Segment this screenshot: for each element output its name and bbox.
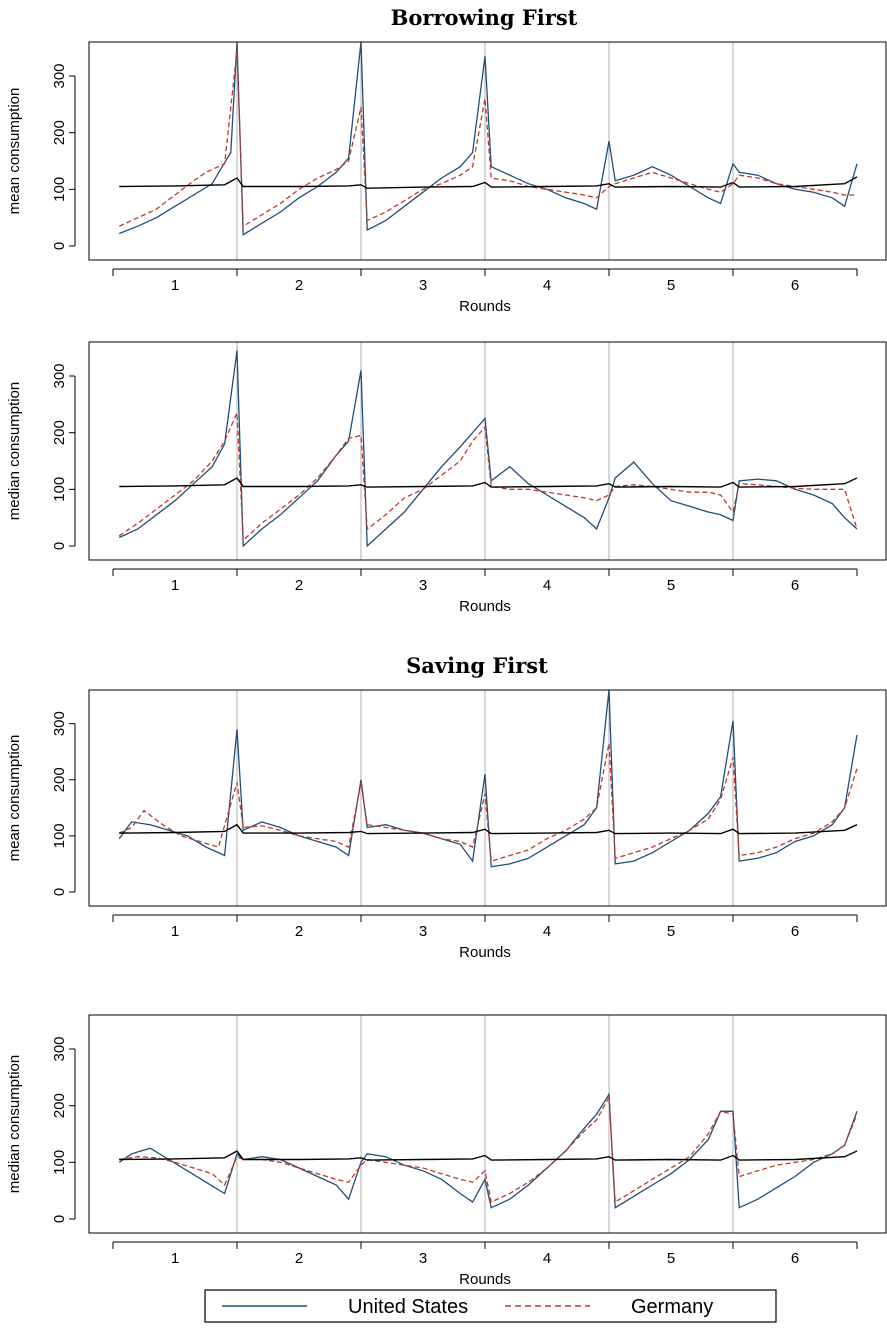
x-axis-label: Rounds — [459, 944, 511, 961]
y-tick-label: 200 — [51, 420, 68, 445]
panel-borrowing-median: 0 100 200 300 median consumption 1 2 3 4 5 6 Rounds — [6, 341, 887, 615]
y-tick-label: 0 — [51, 888, 68, 896]
plot-frame — [88, 689, 887, 907]
y-axis-label: median consumption — [6, 1055, 23, 1193]
y-tick-label: 300 — [51, 711, 68, 736]
y-tick-label: 100 — [51, 477, 68, 502]
series-line-united-states — [118, 350, 858, 548]
x-tick-label: 6 — [791, 923, 799, 940]
section-title-saving-first: Saving First — [406, 653, 548, 678]
x-tick-label: 2 — [295, 1250, 303, 1267]
x-axis-label: Rounds — [459, 598, 511, 615]
x-tick-label: 2 — [295, 923, 303, 940]
x-tick-label: 5 — [667, 923, 675, 940]
x-tick-label: 3 — [419, 923, 427, 940]
legend-label-germany: Germany — [631, 1296, 713, 1318]
x-tick-label: 1 — [171, 277, 179, 294]
x-tick-label: 4 — [543, 577, 551, 594]
y-tick-label: 0 — [51, 542, 68, 550]
y-tick-label: 200 — [51, 1093, 68, 1118]
x-tick-label: 4 — [543, 1250, 551, 1267]
y-tick-label: 100 — [51, 177, 68, 202]
y-tick-label: 0 — [51, 242, 68, 250]
x-axis-label: Rounds — [459, 1271, 511, 1288]
y-tick-label: 0 — [51, 1215, 68, 1223]
x-tick-label: 6 — [791, 1250, 799, 1267]
x-tick-label: 2 — [295, 277, 303, 294]
section-title-borrowing-first: Borrowing First — [391, 5, 578, 30]
y-tick-label: 100 — [51, 823, 68, 848]
series-line-united-states — [118, 1092, 858, 1209]
plot-frame — [88, 341, 887, 561]
x-tick-label: 5 — [667, 577, 675, 594]
x-tick-label: 4 — [543, 923, 551, 940]
series-line-united-states — [118, 690, 858, 868]
series-line-benchmark — [119, 477, 858, 488]
x-tick-label: 1 — [171, 577, 179, 594]
panel-saving-median: 0 100 200 300 median consumption 1 2 3 4 5 6 Rounds — [6, 1014, 887, 1288]
x-tick-label: 5 — [667, 277, 675, 294]
series-line-germany — [119, 1094, 858, 1204]
x-tick-label: 3 — [419, 577, 427, 594]
x-tick-label: 4 — [543, 277, 551, 294]
y-tick-label: 200 — [51, 767, 68, 792]
panel-saving-mean: 0 100 200 300 mean consumption 1 2 3 4 5 6 Rounds — [6, 689, 887, 961]
x-axis-label: Rounds — [459, 298, 511, 315]
legend: United States Germany — [204, 1289, 777, 1323]
y-tick-label: 100 — [51, 1150, 68, 1175]
x-tick-label: 3 — [419, 277, 427, 294]
x-tick-label: 1 — [171, 1250, 179, 1267]
x-tick-label: 6 — [791, 277, 799, 294]
series-line-benchmark — [119, 176, 858, 189]
y-axis-label: mean consumption — [6, 88, 23, 215]
x-tick-label: 6 — [791, 577, 799, 594]
y-tick-label: 300 — [51, 363, 68, 388]
x-tick-label: 1 — [171, 923, 179, 940]
x-tick-label: 2 — [295, 577, 303, 594]
series-line-benchmark — [119, 1150, 858, 1161]
plot-frame — [88, 41, 887, 261]
series-line-germany — [118, 50, 857, 228]
plot-frame — [88, 1014, 887, 1234]
series-line-germany — [118, 743, 858, 862]
y-tick-label: 300 — [51, 1036, 68, 1061]
y-tick-label: 200 — [51, 120, 68, 145]
y-tick-label: 300 — [51, 63, 68, 88]
y-axis-label: median consumption — [6, 382, 23, 520]
x-tick-label: 3 — [419, 1250, 427, 1267]
series-line-benchmark — [119, 823, 858, 835]
legend-label-united-states: United States — [348, 1296, 468, 1318]
series-line-united-states — [118, 42, 858, 236]
panel-borrowing-mean: 0 100 200 300 mean consumption 1 2 3 4 5 6 Rounds — [6, 41, 887, 315]
x-tick-label: 5 — [667, 1250, 675, 1267]
series-line-germany — [118, 412, 858, 542]
y-axis-label: mean consumption — [6, 735, 23, 862]
